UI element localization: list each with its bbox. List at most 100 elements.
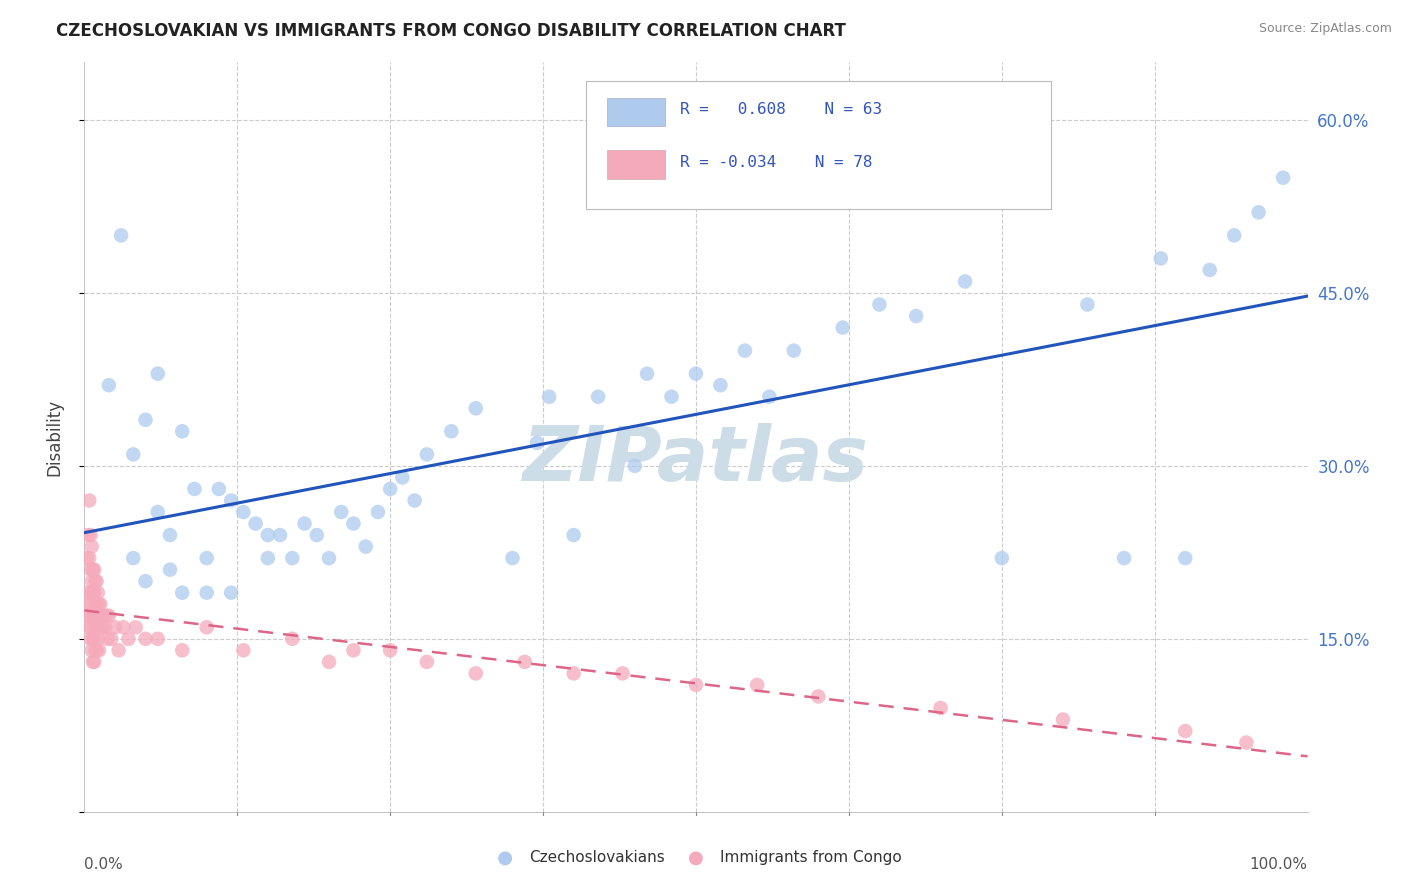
Text: 100.0%: 100.0% [1250, 856, 1308, 871]
Point [96, 608, 118, 623]
Point [79, 608, 101, 623]
Point [183, 482, 205, 496]
Point [208, 482, 231, 496]
Point [82, 585, 104, 599]
Point [159, 528, 181, 542]
Point [91, 620, 114, 634]
Text: 0.0%: 0.0% [84, 856, 124, 871]
Point [97, 632, 120, 646]
Point [661, 390, 683, 404]
Point [86, 597, 108, 611]
Point [89, 620, 111, 634]
Point [86, 574, 108, 589]
Point [159, 563, 181, 577]
Point [1052, 713, 1074, 727]
Point [685, 367, 707, 381]
Point [502, 551, 524, 566]
Point [87, 632, 110, 646]
Point [104, 620, 127, 634]
Point [195, 551, 218, 566]
Point [87, 620, 110, 634]
Point [117, 632, 139, 646]
Point [80, 597, 103, 611]
Text: Source: ZipAtlas.com: Source: ZipAtlas.com [1258, 22, 1392, 36]
Point [172, 585, 194, 599]
Point [83, 608, 105, 623]
Point [342, 643, 364, 657]
Point [807, 690, 830, 704]
Point [513, 655, 536, 669]
Point [84, 597, 107, 611]
Point [758, 390, 780, 404]
Point [77, 597, 100, 611]
Point [107, 643, 129, 657]
Point [245, 516, 267, 531]
Point [586, 390, 609, 404]
Point [330, 505, 353, 519]
Point [612, 666, 634, 681]
Point [219, 585, 242, 599]
Point [380, 482, 402, 496]
Text: CZECHOSLOVAKIAN VS IMMIGRANTS FROM CONGO DISABILITY CORRELATION CHART: CZECHOSLOVAKIAN VS IMMIGRANTS FROM CONGO… [56, 22, 846, 40]
Point [79, 585, 101, 599]
Point [83, 585, 105, 599]
Point [82, 655, 104, 669]
Point [232, 643, 254, 657]
Point [562, 666, 585, 681]
Text: R =   0.608    N = 63: R = 0.608 N = 63 [681, 103, 882, 117]
Point [195, 585, 218, 599]
Point [79, 632, 101, 646]
Legend: Czechoslovakians, Immigrants from Congo: Czechoslovakians, Immigrants from Congo [484, 845, 908, 871]
Point [84, 574, 107, 589]
Point [84, 643, 107, 657]
Point [77, 585, 100, 599]
Point [624, 458, 647, 473]
Text: ZIPatlas: ZIPatlas [523, 423, 869, 497]
Point [77, 528, 100, 542]
Point [232, 505, 254, 519]
Point [318, 655, 340, 669]
Point [354, 540, 377, 554]
Point [77, 608, 100, 623]
Point [172, 643, 194, 657]
Point [77, 551, 100, 566]
Point [404, 493, 426, 508]
Point [929, 701, 952, 715]
Point [685, 678, 707, 692]
Point [87, 585, 110, 599]
Point [80, 620, 103, 634]
Point [709, 378, 731, 392]
Point [869, 297, 891, 311]
FancyBboxPatch shape [586, 81, 1050, 209]
Point [122, 447, 145, 461]
Point [1174, 724, 1197, 739]
Point [80, 540, 103, 554]
Point [416, 447, 439, 461]
Point [440, 425, 463, 439]
Point [80, 574, 103, 589]
FancyBboxPatch shape [606, 97, 665, 126]
Point [1076, 297, 1098, 311]
Point [135, 413, 157, 427]
Point [747, 678, 769, 692]
Point [79, 528, 101, 542]
Point [77, 620, 100, 634]
Point [783, 343, 806, 358]
Point [82, 632, 104, 646]
Point [83, 632, 105, 646]
Point [82, 563, 104, 577]
Point [305, 528, 328, 542]
Point [953, 275, 976, 289]
Point [146, 632, 169, 646]
Point [89, 597, 111, 611]
Point [991, 551, 1014, 566]
Y-axis label: Disability: Disability [45, 399, 63, 475]
Point [464, 401, 486, 416]
Point [1272, 170, 1295, 185]
Point [905, 309, 928, 323]
Point [318, 551, 340, 566]
Point [87, 643, 110, 657]
Point [269, 528, 291, 542]
Point [257, 551, 280, 566]
Point [146, 505, 169, 519]
